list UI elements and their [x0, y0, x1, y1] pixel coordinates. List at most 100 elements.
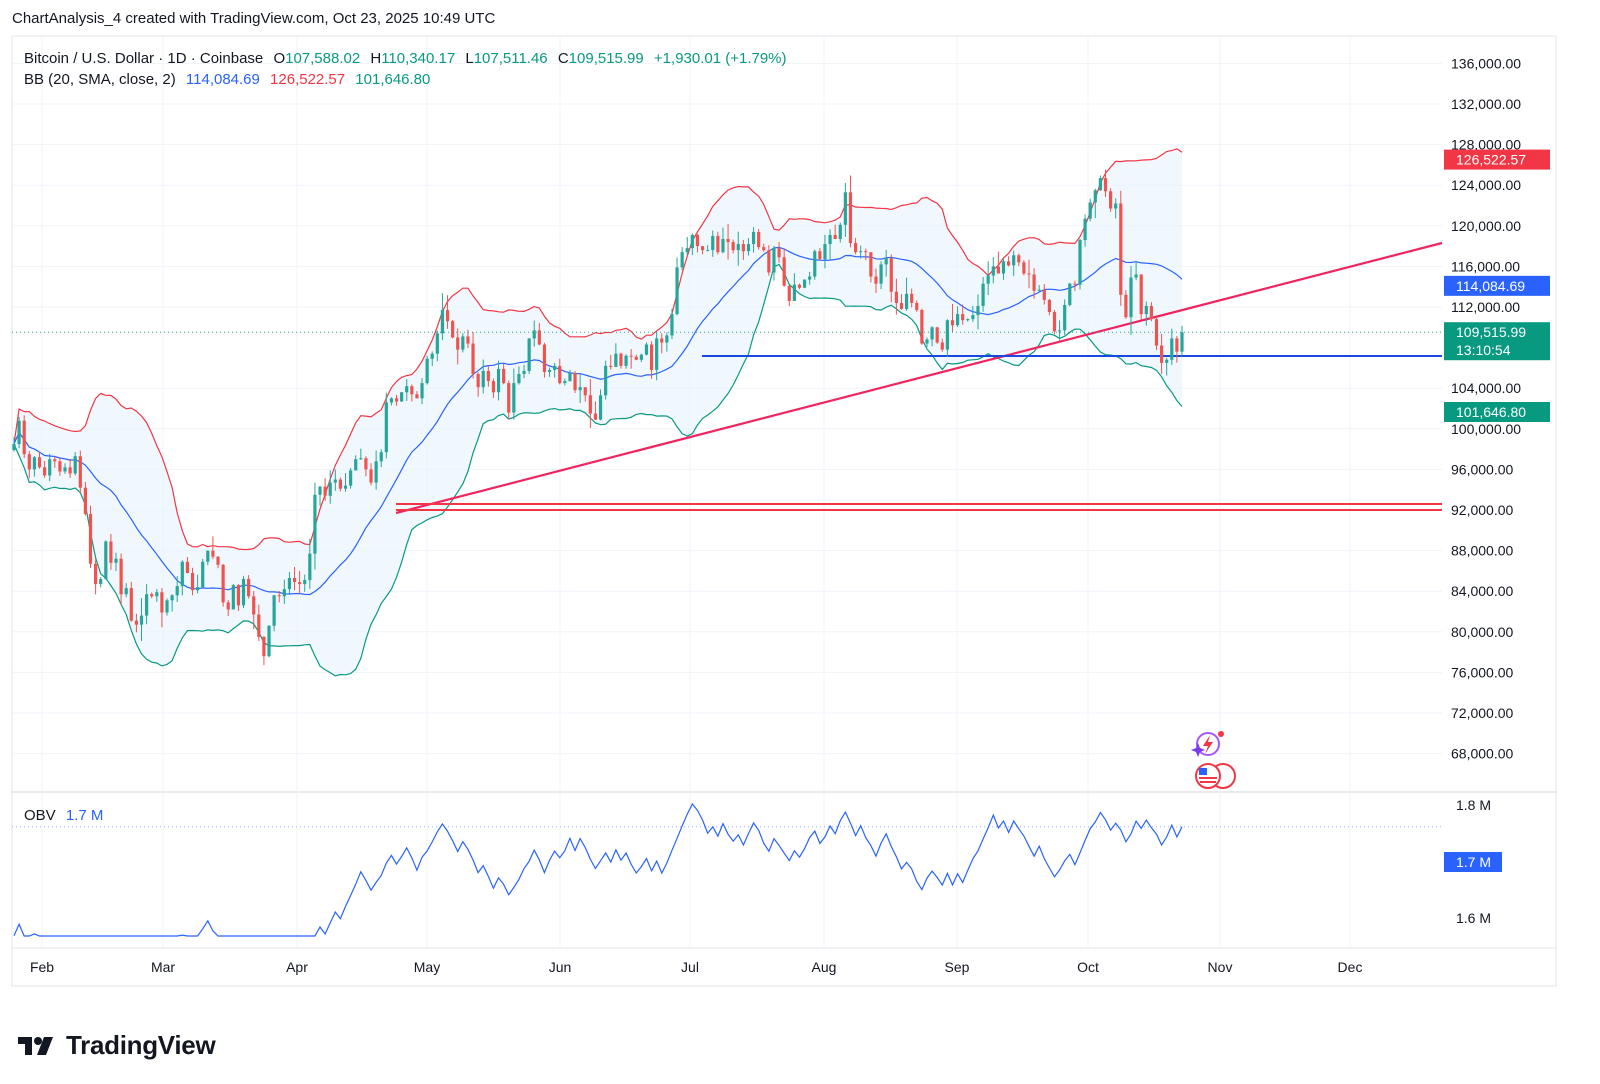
- candle-body: [37, 457, 42, 468]
- candle-body: [430, 353, 434, 359]
- candle-body: [716, 235, 720, 253]
- bb-label: BB (20, SMA, close, 2): [24, 71, 176, 88]
- candle-body: [236, 585, 241, 606]
- candle-body: [537, 330, 541, 345]
- candle-body: [323, 486, 327, 496]
- event-icons[interactable]: [1191, 731, 1236, 789]
- candle-body: [665, 335, 669, 343]
- notification-dot: [1218, 731, 1224, 737]
- price-label-bg-basis: [1444, 275, 1550, 296]
- candle-body: [609, 365, 613, 367]
- candle-body: [394, 398, 399, 402]
- candle-body: [787, 285, 791, 301]
- candle-body: [298, 582, 302, 585]
- candle-body: [170, 595, 174, 601]
- bb-basis-line: [13, 246, 1183, 596]
- candle-body: [976, 305, 980, 316]
- candle-body: [73, 456, 77, 474]
- candle-body: [114, 558, 118, 563]
- candle-body: [287, 578, 292, 590]
- candle-body: [216, 556, 220, 565]
- candle-body: [1078, 240, 1082, 285]
- tradingview-logo[interactable]: TradingView: [18, 1030, 216, 1061]
- candle-body: [491, 381, 496, 393]
- price-axis[interactable]: 136,000.00 132,000.00 128,000.00 124,000.00…: [1444, 55, 1550, 762]
- legend-symbol: Bitcoin / U.S. Dollar · 1D · Coinbase: [24, 50, 263, 67]
- candle-body: [328, 482, 332, 496]
- candle-body: [741, 244, 745, 252]
- candle-body: [532, 330, 536, 339]
- price-label-last: 109,515.99: [1456, 324, 1526, 340]
- candle-body: [685, 248, 689, 253]
- candle-body: [277, 595, 281, 597]
- candle-body: [670, 314, 674, 336]
- candle-body: [578, 387, 582, 391]
- price-label-bg-upper: [1444, 149, 1550, 170]
- svg-text:Bitcoin / U.S. Dollar · 1D · C: Bitcoin / U.S. Dollar · 1D · Coinbase O1…: [24, 50, 787, 67]
- candle-body: [522, 370, 526, 374]
- bb-lower-line: [13, 263, 1183, 677]
- candle-body: [823, 244, 827, 260]
- bb-upper-value: 126,522.57: [270, 71, 345, 88]
- price-label-lower: 101,646.80: [1456, 404, 1526, 420]
- candle-body: [991, 266, 995, 276]
- candle-body: [1083, 218, 1087, 241]
- price-tick-label: 116,000.00: [1451, 258, 1520, 274]
- time-tick-label: Oct: [1077, 959, 1099, 975]
- us-flag-icon[interactable]: [1195, 763, 1221, 789]
- candle-body: [583, 387, 587, 396]
- candle-body: [1093, 190, 1097, 203]
- candle-body: [639, 354, 643, 360]
- candle-body: [736, 244, 740, 251]
- candle-body: [155, 592, 159, 597]
- candle-body: [48, 459, 52, 476]
- candle-body: [318, 486, 322, 495]
- candle-body: [190, 572, 195, 591]
- bollinger-bands: [13, 148, 1183, 677]
- time-axis[interactable]: Feb Mar Apr May Jun Jul Aug Sep Oct Nov Dec: [30, 959, 1363, 975]
- time-tick-label: Apr: [286, 959, 308, 975]
- candle-body: [833, 234, 837, 239]
- candle-body: [813, 251, 817, 277]
- obv-last-label: 1.7 M: [1456, 854, 1491, 870]
- candle-body: [563, 381, 567, 384]
- time-tick-label: May: [414, 959, 440, 975]
- time-tick-label: Jul: [681, 959, 699, 975]
- candle-body: [1129, 277, 1133, 318]
- candle-body: [1027, 273, 1031, 275]
- candle-body: [481, 370, 485, 388]
- candle-body: [94, 563, 98, 585]
- candle-body: [986, 275, 990, 284]
- candle-body: [1017, 255, 1021, 263]
- price-tick-label: 96,000.00: [1451, 461, 1513, 477]
- price-tick-label: 76,000.00: [1451, 664, 1513, 680]
- price-label-basis: 114,084.69: [1456, 278, 1525, 294]
- candle-body: [63, 467, 67, 472]
- candle-body: [400, 392, 404, 402]
- candle-body: [58, 461, 62, 472]
- candle-body: [542, 344, 547, 372]
- candle-body: [935, 327, 939, 343]
- candle-body: [1119, 203, 1123, 295]
- candle-body: [981, 283, 985, 306]
- price-tick-label: 112,000.00: [1451, 299, 1520, 315]
- candle-body: [206, 550, 210, 562]
- flag-canton: [1199, 768, 1207, 775]
- candle-body: [910, 293, 914, 303]
- candle-body: [869, 252, 873, 277]
- candle-body: [940, 342, 944, 350]
- candle-body: [32, 457, 37, 470]
- candle-body: [726, 238, 730, 243]
- candle-body: [568, 372, 572, 382]
- bb-basis-value: 114,084.69: [186, 71, 260, 88]
- price-tick-label: 68,000.00: [1451, 746, 1513, 762]
- candle-body: [435, 333, 439, 354]
- candle-body: [1047, 299, 1051, 313]
- price-label-bg-last: [1444, 322, 1550, 343]
- candle-body: [150, 594, 154, 597]
- candle-body: [282, 589, 286, 597]
- price-tick-label: 136,000.00: [1451, 55, 1521, 71]
- candle-body: [894, 291, 898, 303]
- candle-body: [1042, 289, 1046, 300]
